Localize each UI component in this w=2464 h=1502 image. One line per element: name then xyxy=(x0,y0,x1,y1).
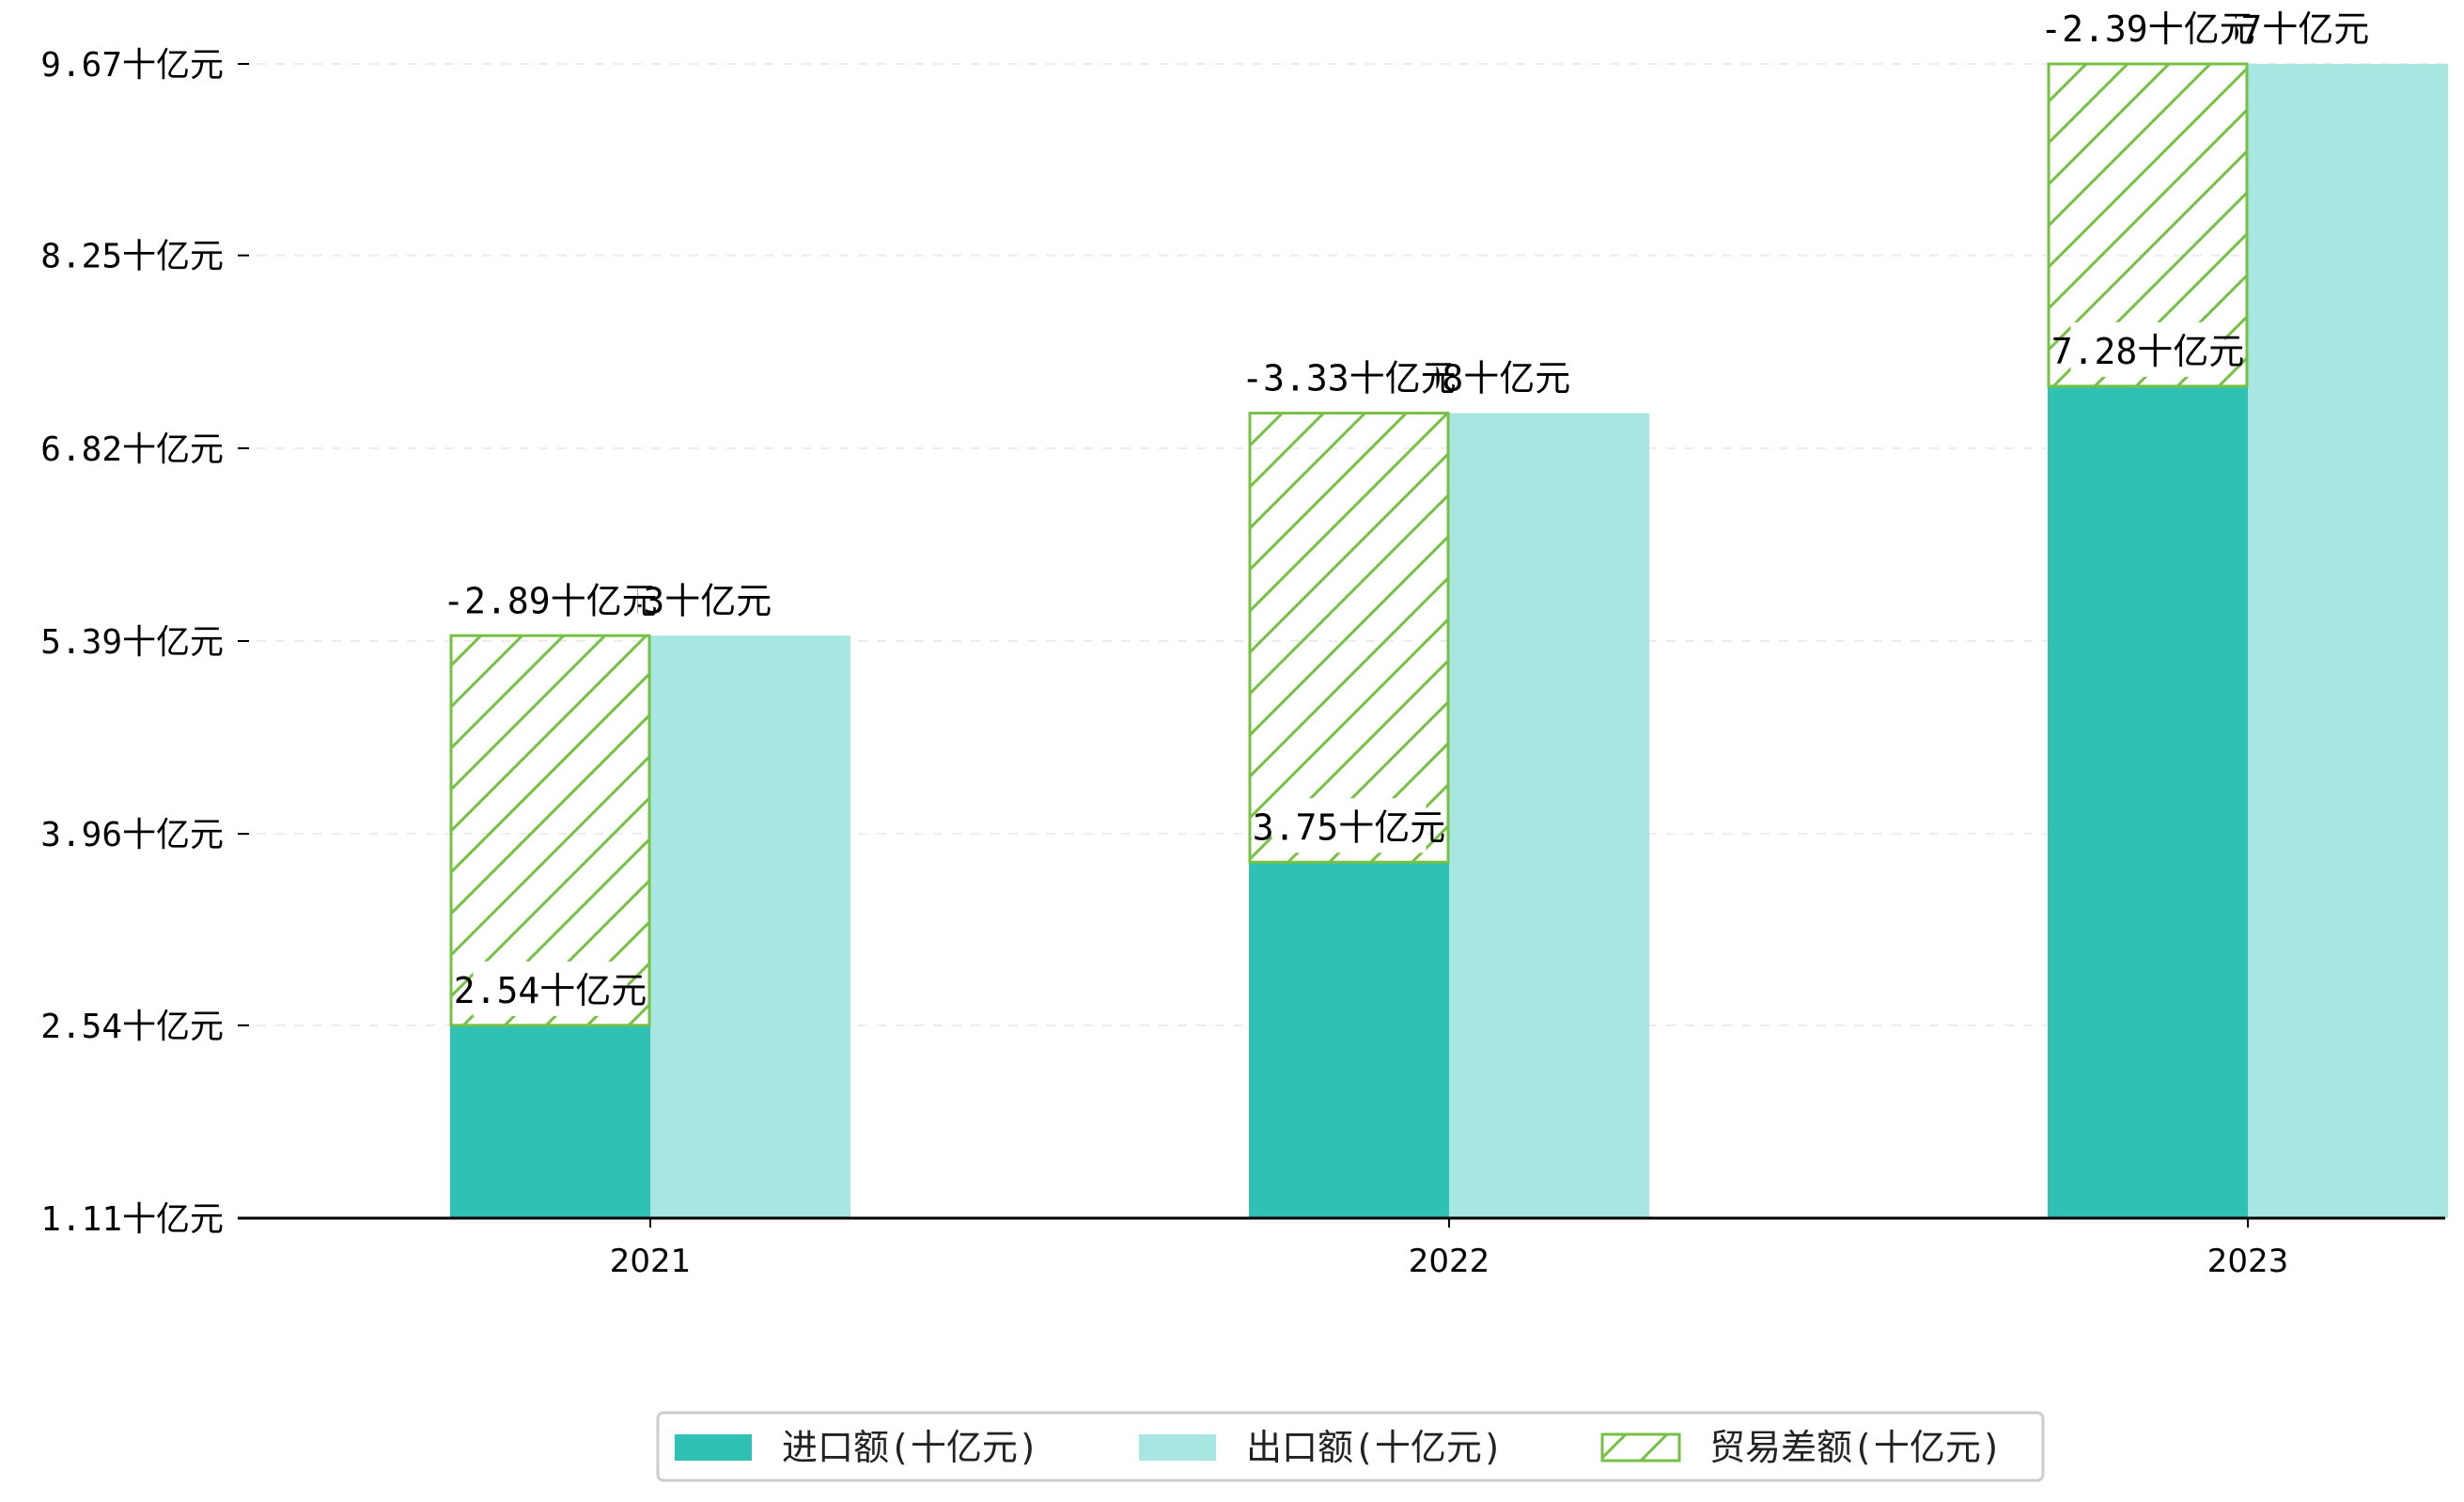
import-bar xyxy=(2048,385,2248,1218)
balance-bar xyxy=(1248,412,1450,864)
export-bar xyxy=(2248,64,2448,1218)
balance-data-label: -3.33十亿元 xyxy=(1241,358,1456,399)
x-tick-label: 2023 xyxy=(2207,1243,2289,1280)
y-tick-label: 6.82十亿元 xyxy=(40,430,224,469)
y-tick-label: 8.25十亿元 xyxy=(40,238,224,276)
legend-import-swatch xyxy=(675,1434,752,1461)
export-bar xyxy=(650,635,850,1218)
y-tick-label: 9.67十亿元 xyxy=(40,46,224,85)
y-tick-label: 1.11十亿元 xyxy=(40,1200,224,1239)
balance-data-label: -2.89十亿元 xyxy=(443,580,657,621)
import-data-label-bg xyxy=(473,961,628,1016)
import-data-label-bg xyxy=(2070,321,2225,377)
import-data-label: 2.54十亿元 xyxy=(454,970,647,1011)
y-tick-label: 5.39十亿元 xyxy=(40,623,224,662)
import-data-label-bg xyxy=(1271,798,1427,853)
export-bar xyxy=(1449,413,1649,1219)
legend-balance-label: 贸易差额(十亿元) xyxy=(1709,1427,2003,1468)
import-bar xyxy=(1249,862,1449,1218)
legend-export-swatch xyxy=(1139,1434,1216,1461)
balance-bar xyxy=(449,634,651,1027)
legend-import-label: 进口额(十亿元) xyxy=(782,1427,1039,1468)
import-data-label: 3.75十亿元 xyxy=(1253,806,1446,848)
x-tick-label: 2022 xyxy=(1409,1243,1490,1280)
import-data-label: 7.28十亿元 xyxy=(2051,331,2245,372)
y-tick-label: 2.54十亿元 xyxy=(40,1008,224,1046)
y-tick-label: 3.96十亿元 xyxy=(40,816,224,854)
legend-box xyxy=(656,1411,2045,1482)
legend-balance-swatch xyxy=(1600,1432,1681,1463)
balance-data-label-bg xyxy=(462,571,638,627)
balance-data-label: -2.39十亿元 xyxy=(2040,8,2254,50)
import-bar xyxy=(450,1025,650,1218)
x-tick-label: 2021 xyxy=(610,1243,692,1280)
balance-data-label-bg xyxy=(1261,349,1437,404)
balance-data-label-bg xyxy=(2060,0,2236,55)
legend-export-label: 出口额(十亿元) xyxy=(1246,1427,1504,1468)
